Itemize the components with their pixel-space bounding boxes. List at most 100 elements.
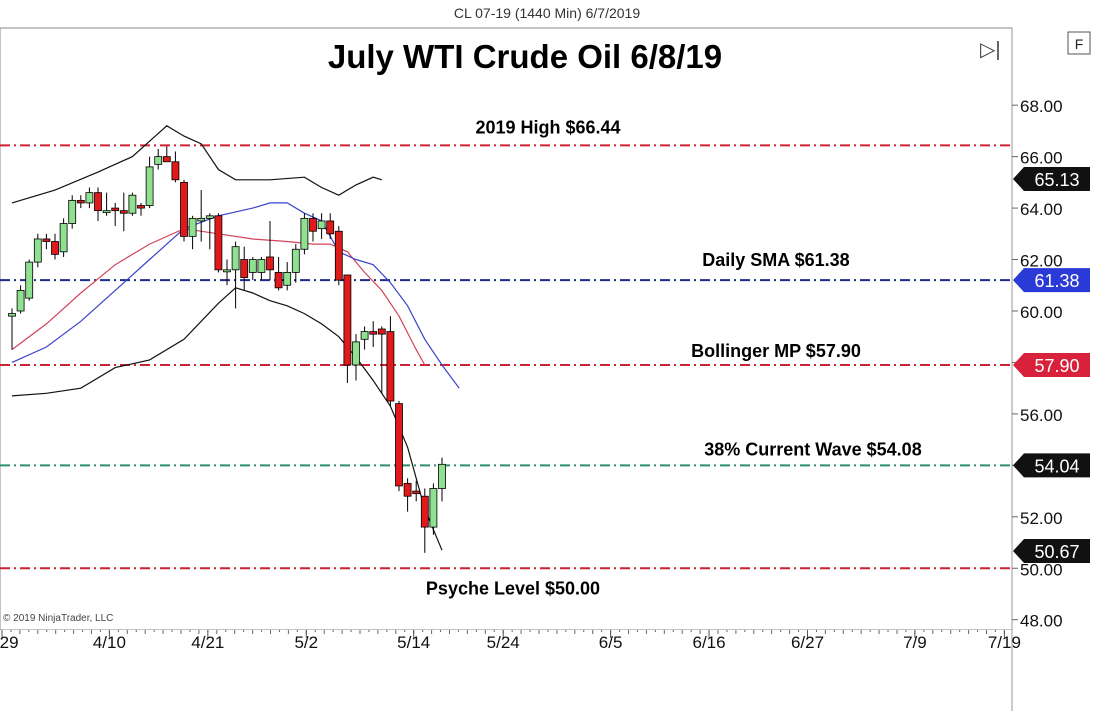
scroll-glyph[interactable]: ▷| (980, 39, 1001, 61)
candle (360, 326, 369, 350)
y-tick-label: 66.00 (1020, 149, 1063, 168)
x-tick-label: 5/14 (397, 633, 430, 652)
scroll-to-end-icon[interactable]: ▷| (980, 39, 1001, 61)
copyright-text: © 2019 NinjaTrader, LLC (3, 613, 113, 624)
candle (291, 244, 300, 283)
bollinger-lower-line (11, 287, 443, 551)
y-tick-label: 50.00 (1020, 560, 1063, 579)
x-tick-label: 5/2 (294, 633, 318, 652)
candle (274, 256, 283, 291)
candle (266, 220, 274, 281)
bollinger-bands (11, 125, 460, 551)
price-badge: 50.67 (1013, 539, 1090, 564)
candle-body-down (51, 241, 59, 255)
candle (197, 190, 206, 242)
candle (438, 457, 446, 502)
candles-layer (8, 146, 446, 553)
candle (369, 321, 378, 348)
candle-body-down (240, 259, 249, 278)
candle-body-down (386, 331, 395, 402)
candle (248, 256, 257, 281)
f-button[interactable]: F (1067, 31, 1091, 55)
candle-body-up (257, 259, 266, 273)
chart-header: CL 07-19 (1440 Min) 6/7/2019 (0, 0, 1094, 28)
y-tick-label: 68.00 (1020, 97, 1063, 116)
price-badge: 65.13 (1013, 167, 1090, 192)
candle (403, 478, 412, 512)
y-tick-label: 52.00 (1020, 509, 1063, 528)
candle-body-up (85, 192, 94, 204)
candle-body-up (59, 223, 68, 253)
price-badge-label: 50.67 (1034, 542, 1079, 562)
candle (395, 401, 403, 492)
candle-body-down (111, 207, 120, 212)
candle-body-down (412, 490, 421, 495)
candle-body-up (317, 220, 326, 230)
candle (42, 233, 51, 250)
plot-area[interactable] (0, 27, 1013, 631)
level-badge: 57.90 (1013, 353, 1090, 378)
candle-body-down (343, 274, 352, 366)
candle (257, 256, 266, 281)
candle-body-down (377, 328, 386, 335)
candle-body-up (154, 156, 163, 165)
candle (94, 187, 102, 221)
candle (317, 213, 326, 239)
candle (16, 285, 25, 314)
candle-body-down (369, 331, 378, 335)
y-tick-label: 62.00 (1020, 252, 1063, 271)
candle (429, 483, 438, 535)
level-badge: 61.38 (1013, 268, 1090, 293)
candle (240, 246, 249, 291)
candle (128, 192, 137, 216)
candle (377, 326, 386, 394)
candle (180, 179, 188, 242)
candle-body-down (266, 256, 274, 271)
candle (33, 233, 42, 268)
bollinger-blue-line (11, 202, 460, 389)
candle (214, 213, 223, 273)
price-badge-label: 65.13 (1034, 170, 1079, 190)
candle-body-up (438, 463, 446, 489)
price-badges: 65.13 50.67 61.38 57.90 54.04 (1013, 167, 1090, 564)
candle-body-up (197, 217, 206, 222)
x-tick-label: 6/16 (693, 633, 726, 652)
candle (8, 308, 16, 350)
bollinger-upper-line (11, 125, 382, 204)
price-badge-label: 61.38 (1034, 271, 1079, 291)
candle-body-up (223, 269, 231, 273)
x-tick-label: 4/10 (93, 633, 126, 652)
candle-body-down (137, 205, 145, 209)
candle-body-down (119, 210, 128, 214)
candle-body-up (145, 166, 154, 206)
candle-body-up (283, 272, 292, 286)
candle (137, 202, 145, 216)
instrument-label: CL 07-19 (1440 Min) 6/7/2019 (453, 5, 641, 21)
candle-body-down (76, 199, 85, 204)
price-badge-shape (1013, 353, 1090, 378)
candle-body-up (68, 199, 77, 224)
f-button-box[interactable] (1067, 31, 1091, 55)
candle-body-up (291, 248, 300, 273)
level-label: 2019 High $66.44 (475, 117, 620, 137)
candle-body-up (300, 217, 309, 250)
candle (51, 233, 59, 260)
x-tick-label: 5/24 (487, 633, 520, 652)
candle (25, 259, 34, 301)
bollinger-middle-line (11, 228, 426, 366)
f-button-label[interactable]: F (1075, 36, 1084, 52)
y-tick-label: 60.00 (1020, 303, 1063, 322)
levels-layer: 2019 High $66.44 Daily SMA $61.38 Bollinge… (0, 117, 1012, 598)
candle (119, 192, 128, 232)
candle (205, 213, 214, 250)
candle-body-down (326, 220, 335, 235)
level-label: Bollinger MP $57.90 (691, 341, 861, 361)
x-tick-label: 3/29 (0, 633, 19, 652)
candle-body-up (352, 341, 360, 366)
candle (231, 241, 240, 309)
candle-body-up (231, 246, 240, 271)
candle-body-up (25, 261, 34, 299)
y-tick-label: 64.00 (1020, 200, 1063, 219)
candle (420, 488, 429, 553)
